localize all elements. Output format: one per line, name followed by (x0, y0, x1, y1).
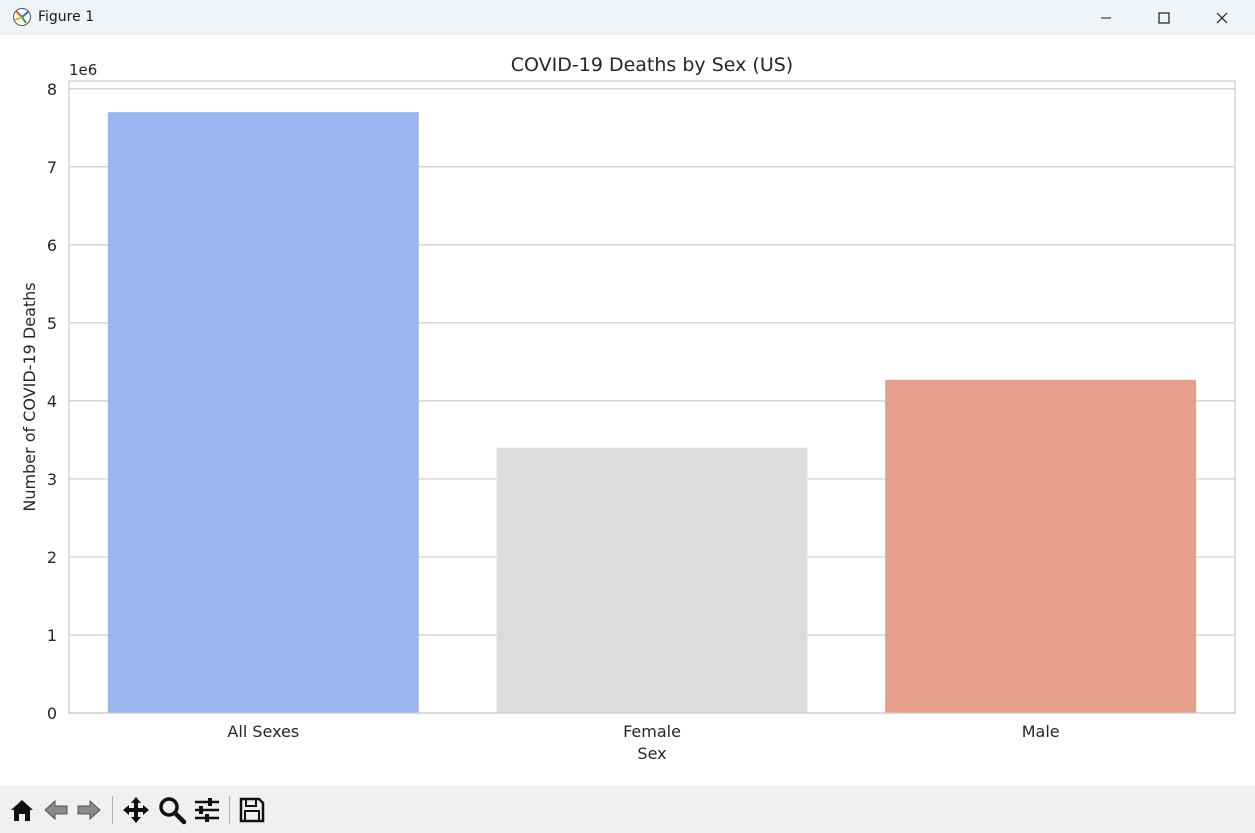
bars (107, 112, 1197, 713)
save-icon (239, 797, 265, 823)
bar-all-sexes (107, 112, 419, 713)
minimize-button[interactable] (1077, 0, 1135, 35)
maximize-icon (1158, 11, 1170, 24)
x-tick-label: Male (1022, 722, 1060, 741)
window-title: Figure 1 (38, 9, 95, 25)
minimize-icon (1101, 17, 1111, 18)
pan-icon (123, 797, 149, 823)
y-tick-label: 0 (47, 704, 57, 723)
y-tick-label: 7 (47, 158, 57, 177)
y-axis-label: Number of COVID-19 Deaths (20, 282, 39, 511)
x-tick-label: All Sexes (227, 722, 299, 741)
x-axis-label: Sex (637, 744, 666, 763)
zoom-icon (159, 797, 187, 825)
chart-title: COVID-19 Deaths by Sex (US) (511, 54, 793, 76)
configure-subplots-button[interactable] (191, 794, 223, 826)
zoom-button[interactable] (156, 794, 188, 826)
bar-female (496, 447, 808, 713)
chart-canvas[interactable]: 0 1 2 3 4 5 6 7 8 All Sexes Female Male COVID-19 De… (0, 35, 1255, 785)
maximize-button[interactable] (1135, 0, 1193, 35)
x-tick-label: Female (623, 722, 681, 741)
back-button[interactable] (40, 794, 72, 826)
y-tick-label: 3 (47, 470, 57, 489)
y-tick-label: 6 (47, 236, 57, 255)
app-icon (13, 8, 31, 26)
axes-frame (68, 80, 1236, 714)
configure-subplots-icon (195, 798, 219, 822)
y-tick-label: 8 (47, 80, 57, 99)
forward-arrow-icon (77, 799, 101, 821)
title-bar: Figure 1 (0, 0, 1255, 35)
home-icon (11, 800, 33, 821)
save-button[interactable] (236, 794, 268, 826)
y-tick-label: 1 (47, 626, 57, 645)
pan-button[interactable] (120, 794, 152, 826)
forward-button[interactable] (73, 794, 105, 826)
bar-male (885, 379, 1197, 713)
back-arrow-icon (44, 799, 68, 821)
y-tick-label: 4 (47, 392, 57, 411)
toolbar-separator (229, 796, 230, 824)
tick-labels: 0 1 2 3 4 5 6 7 8 All Sexes Female Male (47, 80, 1060, 741)
y-tick-label: 2 (47, 548, 57, 567)
y-tick-label: 5 (47, 314, 57, 333)
navigation-toolbar (0, 786, 1255, 833)
close-button[interactable] (1193, 0, 1251, 35)
toolbar-separator (112, 796, 113, 824)
home-button[interactable] (6, 794, 38, 826)
y-offset-label: 1e6 (69, 61, 97, 79)
close-icon (1216, 12, 1228, 23)
